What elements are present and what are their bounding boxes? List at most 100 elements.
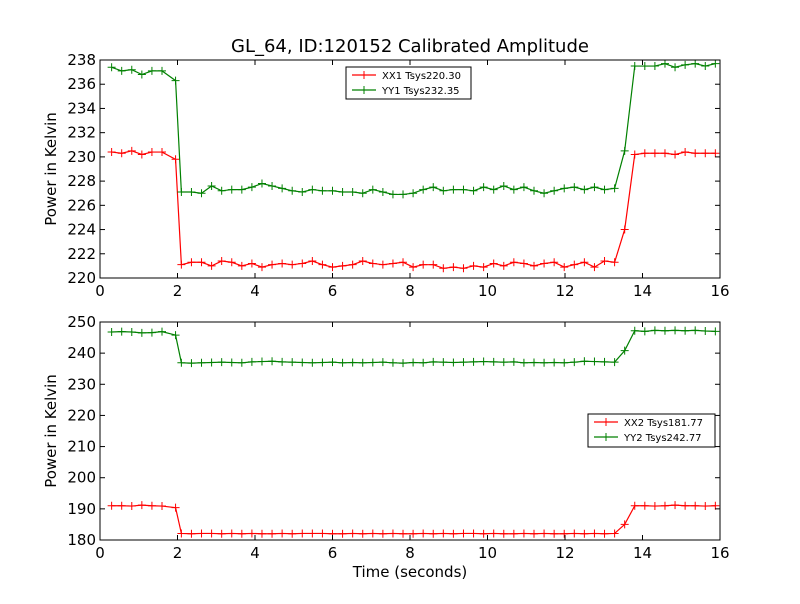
x-tick-label: 10: [478, 282, 497, 300]
data-point: [187, 529, 196, 538]
data-point: [388, 190, 397, 199]
data-point: [227, 258, 236, 267]
legend-label: XX2 Tsys181.77: [624, 418, 703, 429]
data-point: [489, 259, 498, 268]
data-point: [207, 181, 216, 190]
data-point: [660, 149, 669, 158]
x-tick-label: 8: [405, 282, 415, 300]
data-point: [217, 186, 226, 195]
data-point: [600, 357, 609, 366]
data-point: [590, 183, 599, 192]
x-tick-label: 6: [328, 544, 338, 562]
data-point: [147, 328, 156, 337]
data-point: [530, 358, 538, 367]
data-point: [378, 188, 387, 197]
data-point: [368, 185, 377, 194]
data-point: [499, 358, 508, 367]
data-point: [227, 529, 236, 538]
data-point: [318, 529, 327, 538]
data-point: [681, 326, 690, 335]
data-point: [600, 257, 609, 266]
y-tick-label: 250: [67, 313, 96, 331]
y-tick-label: 220: [67, 269, 96, 287]
x-tick-label: 0: [95, 544, 105, 562]
y-tick-label: 238: [67, 51, 96, 69]
y-tick-label: 180: [67, 531, 96, 549]
data-point: [247, 357, 256, 366]
y-tick-label: 226: [67, 196, 96, 214]
data-point: [610, 258, 619, 267]
data-point: [479, 183, 488, 192]
data-point: [158, 66, 166, 75]
data-point: [318, 358, 327, 367]
data-point: [399, 359, 408, 368]
data-point: [171, 331, 180, 340]
legend-swatch-marker: [360, 86, 368, 94]
data-point: [399, 258, 408, 267]
data-point: [328, 263, 337, 272]
y-axis-label: Power in Kelvin: [42, 374, 60, 488]
x-tick-label: 8: [405, 544, 415, 562]
data-point: [207, 261, 216, 270]
data-point: [550, 529, 559, 538]
data-point: [117, 149, 126, 158]
data-point: [368, 358, 377, 367]
data-point: [550, 358, 559, 367]
data-point: [247, 529, 256, 538]
data-point: [640, 327, 649, 336]
data-point: [620, 225, 629, 234]
data-point: [429, 357, 438, 366]
data-point: [560, 529, 569, 538]
data-point: [439, 529, 448, 538]
data-point: [671, 326, 680, 335]
y-tick-label: 230: [67, 148, 96, 166]
data-point: [439, 264, 448, 273]
data-point: [540, 259, 549, 268]
data-point: [560, 184, 569, 193]
data-point: [388, 358, 397, 367]
data-point: [660, 501, 669, 510]
data-point: [530, 261, 538, 270]
data-point: [409, 358, 418, 367]
data-point: [171, 155, 180, 164]
data-point: [509, 258, 518, 267]
x-tick-label: 2: [173, 282, 183, 300]
data-point: [378, 529, 387, 538]
data-point: [550, 258, 559, 267]
data-point: [288, 529, 297, 538]
data-point: [127, 146, 136, 155]
data-point: [348, 260, 357, 269]
data-point: [469, 529, 478, 538]
data-point: [509, 529, 518, 538]
data-point: [519, 183, 528, 192]
data-point: [117, 66, 126, 75]
data-point: [268, 529, 277, 538]
data-point: [137, 328, 146, 337]
data-point: [171, 503, 180, 512]
data-point: [711, 327, 720, 336]
data-point: [158, 148, 166, 157]
data-point: [419, 358, 428, 367]
data-point: [701, 149, 710, 158]
data-point: [439, 186, 448, 195]
data-point: [489, 185, 498, 194]
data-point: [499, 261, 508, 270]
data-point: [177, 358, 186, 367]
data-point: [540, 529, 549, 538]
data-point: [268, 357, 277, 366]
data-point: [368, 529, 377, 538]
y-tick-label: 234: [67, 99, 96, 117]
data-point: [580, 185, 589, 194]
data-point: [419, 260, 428, 269]
data-point: [308, 529, 317, 538]
data-point: [580, 357, 589, 366]
data-point: [409, 529, 418, 538]
data-point: [187, 359, 196, 368]
x-tick-label: 12: [555, 544, 574, 562]
data-point: [187, 258, 196, 267]
data-point: [701, 502, 710, 511]
data-point: [660, 326, 669, 335]
y-tick-label: 236: [67, 75, 96, 93]
x-axis-label: Time (seconds): [352, 563, 468, 581]
